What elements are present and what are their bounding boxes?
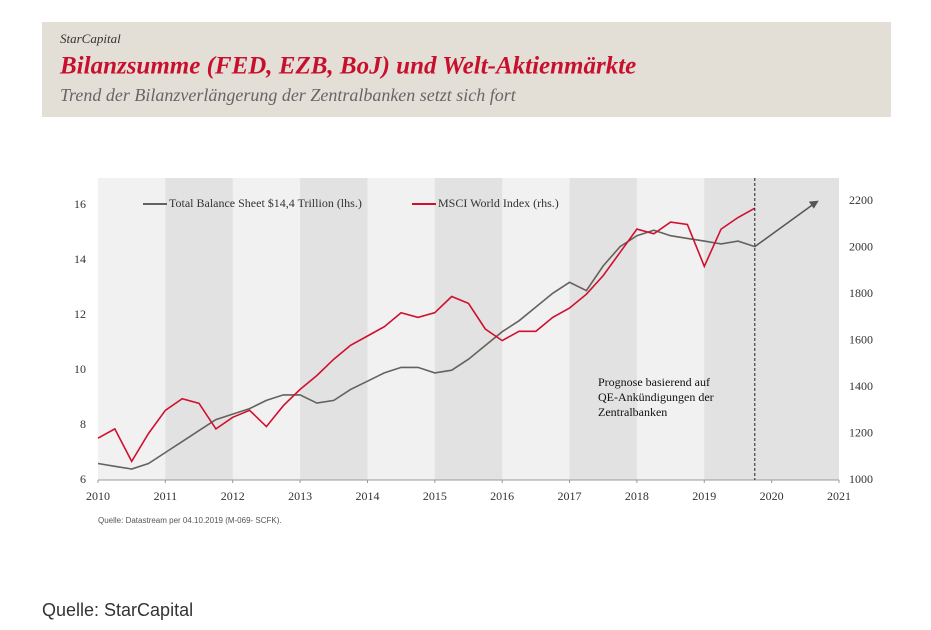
y-tick-label: 8 [80, 417, 86, 431]
year-band [165, 178, 233, 480]
source: Quelle: Datastream per 04.10.2019 (M-069… [98, 516, 282, 525]
x-tick-label: 2019 [692, 489, 716, 503]
series-line [97, 207, 756, 464]
y-tick-label: 14 [74, 252, 86, 266]
year-band [434, 178, 503, 480]
y-tick-label: 6 [80, 472, 86, 486]
y2-tick-label: 1600 [849, 332, 873, 346]
trend-arrow-head [808, 200, 819, 209]
y-tick-label: 10 [74, 362, 86, 376]
y2-tick-label: 2000 [849, 239, 873, 253]
x-tick-label: 2021 [827, 489, 851, 503]
y-tick-label: 16 [74, 197, 86, 211]
x-tick-label: 2015 [423, 489, 447, 503]
series-line [97, 229, 756, 470]
trend-arrow [754, 204, 814, 248]
annotation: QE-Ankündigungen der [598, 390, 714, 404]
x-tick-label: 2010 [86, 489, 110, 503]
x-tick-label: 2014 [355, 489, 379, 503]
y2-tick-label: 1400 [849, 379, 873, 393]
x-tick-label: 2013 [288, 489, 312, 503]
y2-tick-label: 1200 [849, 425, 873, 439]
x-tick-label: 2018 [625, 489, 649, 503]
legend-label: MSCI World Index (rhs.) [438, 196, 559, 210]
brand: StarCapital [60, 31, 121, 46]
y2-tick-label: 1800 [849, 286, 873, 300]
x-tick-label: 2016 [490, 489, 514, 503]
chart-subtitle: Trend der Bilanzverlängerung der Zentral… [60, 85, 517, 105]
year-band [569, 178, 637, 480]
forecast-band [754, 178, 839, 480]
annotation: Prognose basierend auf [598, 375, 710, 389]
annotation: Zentralbanken [598, 405, 667, 419]
chart-title: Bilanzsumme (FED, EZB, BoJ) und Welt-Akt… [59, 53, 636, 80]
footer: Quelle: StarCapital [42, 600, 193, 620]
header-band [42, 22, 891, 117]
x-tick-label: 2020 [760, 489, 784, 503]
x-tick-label: 2012 [221, 489, 245, 503]
y2-tick-label: 1000 [849, 472, 873, 486]
x-tick-label: 2017 [558, 489, 582, 503]
y2-tick-label: 2200 [849, 193, 873, 207]
y-tick-label: 12 [74, 307, 86, 321]
legend-label: Total Balance Sheet $14,4 Trillion (lhs.… [169, 196, 362, 210]
x-tick-label: 2011 [154, 489, 178, 503]
plot: 2010 2011 2012 2013 2014 2015 2016 2017 2018 2019… [74, 178, 873, 503]
year-band [300, 178, 368, 480]
